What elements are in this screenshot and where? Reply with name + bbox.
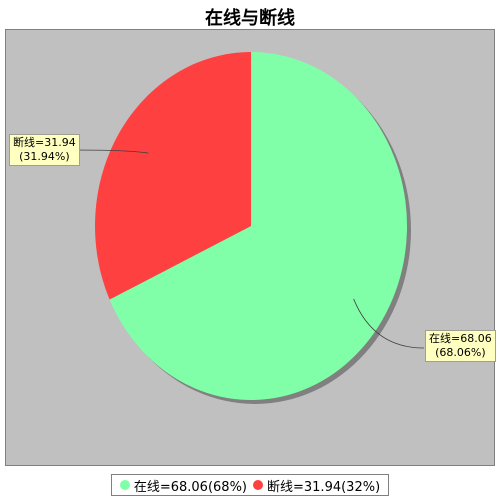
legend-marker-offline [253, 480, 263, 490]
slice-label-online-value: 在线=68.06 [429, 332, 492, 345]
slice-label-offline: 断线=31.94 (31.94%) [9, 134, 80, 166]
legend-marker-online [119, 480, 130, 490]
pie-slice-offline [94, 52, 251, 300]
pie-chart [73, 52, 425, 404]
slice-label-online: 在线=68.06 (68.06%) [425, 330, 496, 362]
chart-title: 在线与断线 [205, 8, 295, 29]
legend-item-offline: 断线=31.94(32%) [253, 476, 380, 495]
slice-label-offline-value: 断线=31.94 [13, 136, 76, 149]
legend: 在线=68.06(68%) 断线=31.94(32%) [111, 474, 389, 496]
plot-area: 断线=31.94 (31.94%) 在线=68.06 (68.06%) [5, 29, 496, 466]
slice-label-offline-percent: (31.94%) [19, 150, 70, 163]
leader-line-online [353, 298, 425, 349]
pie-slice-online [109, 52, 408, 401]
leader-line-offline [73, 149, 149, 154]
legend-item-online: 在线=68.06(68%) [119, 476, 247, 495]
legend-label-offline: 断线=31.94(32%) [267, 479, 381, 495]
slice-label-online-percent: (68.06%) [435, 346, 486, 359]
legend-label-online: 在线=68.06(68%) [133, 479, 247, 495]
